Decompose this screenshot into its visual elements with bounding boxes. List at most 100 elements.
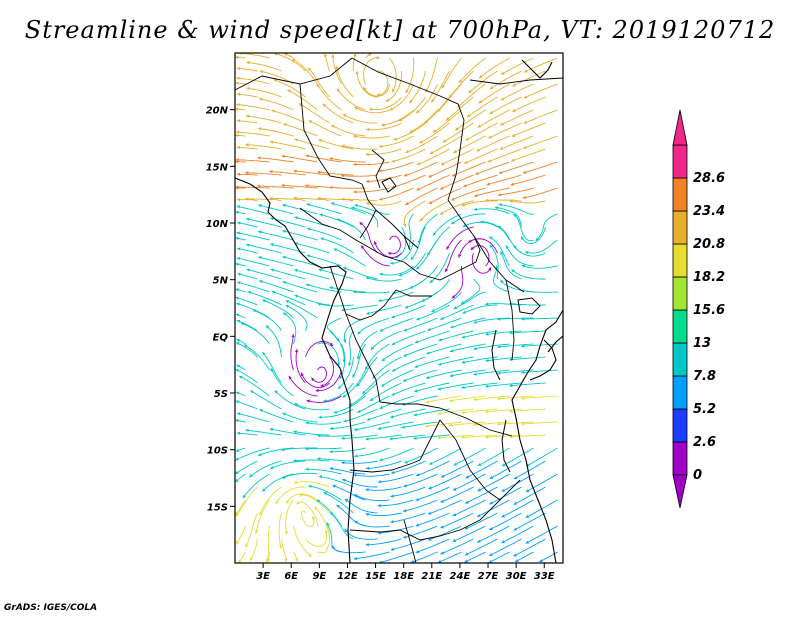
streamline-arrowhead — [369, 397, 374, 401]
streamline-arrowhead — [324, 529, 329, 534]
streamline-arrowhead — [413, 413, 418, 417]
streamline-arrowhead — [489, 475, 494, 479]
streamline — [294, 294, 330, 306]
streamline — [428, 447, 462, 465]
streamline — [258, 98, 294, 111]
streamline — [317, 458, 354, 462]
streamline — [236, 231, 270, 241]
streamline-arrowhead — [270, 368, 274, 372]
streamline-arrowhead — [318, 415, 322, 419]
streamline — [318, 408, 354, 418]
streamline-arrowhead — [510, 182, 514, 186]
streamline-arrowhead — [500, 279, 504, 284]
streamline — [326, 317, 342, 342]
streamline-arrowhead — [487, 159, 492, 163]
streamline-arrowhead — [425, 400, 430, 404]
streamline — [315, 369, 342, 392]
streamline — [431, 291, 462, 313]
streamline — [449, 421, 486, 427]
streamline-arrowhead — [498, 170, 503, 174]
streamline — [475, 161, 510, 175]
streamline-arrowhead — [316, 499, 321, 503]
streamline — [488, 551, 510, 563]
streamline-arrowhead — [477, 513, 481, 517]
streamline — [425, 57, 438, 93]
streamline-arrowhead — [342, 114, 347, 118]
streamline-arrowhead — [270, 268, 274, 272]
streamline-arrowhead — [271, 290, 276, 294]
streamline — [513, 460, 546, 480]
streamline-arrowhead — [235, 511, 239, 516]
streamline — [402, 395, 438, 406]
streamline-arrowhead — [286, 500, 290, 504]
streamline — [390, 538, 426, 551]
streamline-arrowhead — [293, 480, 298, 484]
streamline-arrowhead — [427, 327, 431, 332]
streamline — [249, 460, 282, 478]
streamline — [440, 512, 474, 529]
streamline — [419, 200, 450, 222]
streamline-arrowhead — [489, 501, 493, 505]
streamline-arrowhead — [353, 162, 357, 167]
streamline — [293, 197, 330, 202]
streamline-arrowhead — [378, 560, 383, 563]
streamline — [492, 265, 510, 293]
streamline-arrowhead — [305, 467, 309, 471]
streamline — [258, 280, 294, 293]
streamline — [377, 499, 414, 507]
streamline — [235, 400, 258, 410]
streamline — [509, 408, 546, 412]
streamline — [489, 486, 522, 505]
streamline — [430, 70, 450, 103]
streamline — [269, 170, 306, 176]
streamline — [306, 395, 342, 403]
streamline — [353, 473, 390, 477]
streamline-arrowhead — [352, 374, 356, 378]
streamline-arrowhead — [353, 190, 357, 194]
streamline — [235, 460, 258, 475]
lakes — [381, 177, 541, 473]
streamline-arrowhead — [464, 559, 469, 563]
country-borders — [235, 57, 563, 563]
streamline — [337, 356, 354, 390]
streamline — [521, 395, 558, 399]
streamline — [425, 395, 462, 404]
streamline-arrowhead — [522, 170, 527, 174]
streamline — [416, 304, 450, 321]
streamline — [270, 460, 306, 470]
streamline-arrowhead — [259, 409, 263, 413]
streamline — [391, 304, 426, 319]
streamline — [398, 252, 426, 277]
streamline-arrowhead — [467, 113, 471, 118]
streamline-arrowhead — [497, 225, 502, 229]
streamline-arrowhead — [236, 103, 240, 107]
streamline-arrowhead — [539, 559, 543, 563]
coastlines — [235, 59, 563, 563]
streamline-arrowhead — [245, 171, 249, 175]
streamline — [342, 478, 378, 488]
streamline — [500, 109, 534, 126]
streamline — [428, 473, 462, 490]
streamline — [247, 291, 282, 306]
streamline — [342, 267, 378, 280]
streamline — [465, 460, 498, 479]
streamline — [306, 203, 342, 215]
streamline-arrowhead — [354, 106, 359, 110]
streamline-arrowhead — [410, 559, 415, 563]
streamline — [437, 382, 474, 390]
streamline — [505, 245, 534, 267]
streamline — [510, 174, 546, 186]
streamline-arrowhead — [425, 424, 429, 428]
streamline — [390, 512, 426, 523]
streamline-arrowhead — [305, 447, 309, 451]
streamline-arrowhead — [235, 55, 239, 59]
streamline-arrowhead — [236, 172, 240, 176]
streamline-arrowhead — [511, 133, 516, 137]
streamline-arrowhead — [333, 248, 338, 252]
streamline — [415, 538, 450, 554]
streamline-arrowhead — [250, 557, 253, 562]
streamline-arrowhead — [354, 520, 358, 524]
streamline — [249, 390, 282, 410]
streamline — [245, 172, 282, 176]
streamline — [451, 265, 464, 299]
